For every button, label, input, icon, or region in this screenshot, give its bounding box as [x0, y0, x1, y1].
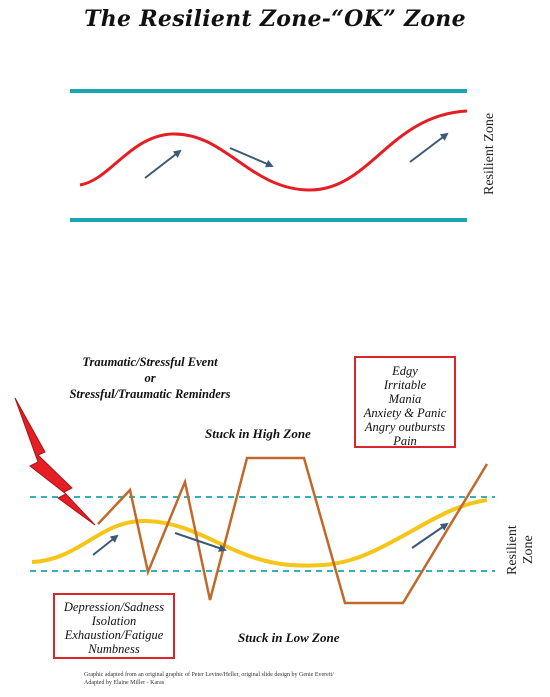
top-arrow-down — [229, 147, 274, 168]
top-arrow-up-right — [409, 132, 449, 163]
symptom-item: Depression/Sadness — [63, 600, 165, 614]
top-arrow-up-left — [144, 149, 182, 179]
symptom-item: Exhaustion/Fatigue — [64, 628, 164, 642]
symptom-item: Numbness — [88, 642, 140, 656]
event-line: or — [144, 371, 156, 385]
lightning-bolt-icon — [14, 397, 96, 526]
traumatic-event-caption: Traumatic/Stressful Event or Stressful/T… — [40, 354, 260, 402]
symptom-item: Irritable — [383, 378, 427, 392]
bottom-arrow-up-right — [411, 522, 449, 549]
top-wave-curve — [79, 109, 468, 192]
bottom-arrow-down — [174, 532, 227, 552]
credit-line: Adapted by Elaine Miller - Karas — [84, 680, 165, 686]
high-zone-symptoms-box: Edgy Irritable Mania Anxiety & Panic Ang… — [354, 356, 456, 448]
event-line: Stressful/Traumatic Reminders — [69, 387, 231, 401]
resilient-wave-curve — [31, 498, 488, 568]
symptom-item: Isolation — [91, 614, 137, 628]
stuck-low-zone-label: Stuck in Low Zone — [238, 630, 340, 645]
zone-label-line: Resilient — [505, 525, 520, 575]
bottom-resilient-zone-label: Resilient Zone — [505, 510, 537, 590]
symptom-item: Anxiety & Panic — [363, 406, 447, 420]
top-resilient-zone-label: Resilient Zone — [482, 112, 497, 196]
bottom-arrow-up-left — [92, 534, 119, 556]
credit-line: Graphic adapted from an original graphic… — [84, 672, 334, 678]
dysregulated-path-line — [97, 456, 489, 605]
low-zone-symptoms-box: Depression/Sadness Isolation Exhaustion/… — [53, 593, 175, 659]
symptom-item: Pain — [393, 434, 417, 448]
symptom-item: Angry outbursts — [364, 420, 446, 434]
event-line: Traumatic/Stressful Event — [82, 355, 218, 369]
zone-label-line: Zone — [521, 535, 536, 565]
stuck-high-zone-label: Stuck in High Zone — [205, 426, 311, 441]
symptom-item: Edgy — [392, 364, 418, 378]
page-title: The Resilient Zone-“OK” Zone — [84, 6, 466, 32]
symptom-item: Mania — [388, 392, 422, 406]
credit-footnote: Graphic adapted from an original graphic… — [84, 671, 384, 687]
